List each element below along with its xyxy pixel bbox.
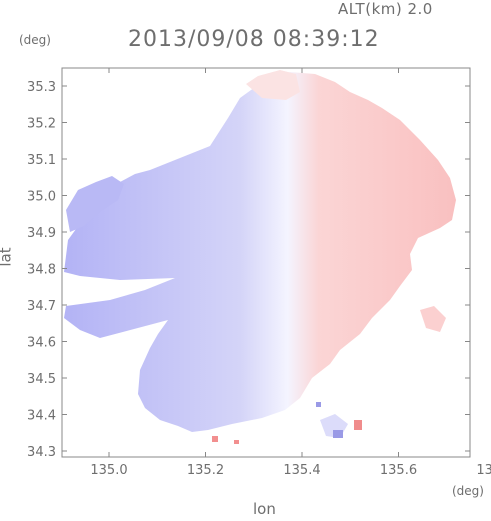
y-tick-label: 34.3: [27, 445, 56, 460]
echo-spot: [234, 440, 239, 444]
y-tick-label: 34.9: [27, 226, 56, 241]
echo-region-main: [64, 72, 456, 432]
x-tick-label: 135.4: [283, 463, 320, 478]
x-axis-label: lon: [253, 500, 276, 518]
timestamp: 2013/09/08 08:39:12: [128, 27, 380, 52]
echo-spot: [333, 430, 343, 438]
x-tick-label: 135.8: [476, 463, 491, 478]
x-unit-label: (deg): [452, 484, 484, 498]
y-unit-label: (deg): [19, 33, 51, 47]
x-tick-label: 135.0: [90, 463, 127, 478]
y-tick-label: 35.0: [27, 190, 56, 205]
echo-spot: [316, 402, 321, 407]
echo-region-west: [66, 176, 124, 232]
plot-frame: [61, 67, 471, 458]
y-tick-label: 35.3: [27, 80, 56, 95]
y-ticks: 35.3 35.2 35.1 35.0 34.9 34.8 34.7 34.6 34.5 34.4…: [27, 80, 470, 460]
echo-region-north: [246, 70, 300, 100]
y-tick-label: 35.1: [27, 153, 56, 168]
echo-field: [64, 70, 456, 444]
y-tick-label: 35.2: [27, 117, 56, 132]
echo-spot: [212, 436, 218, 442]
echo-spot: [354, 420, 362, 430]
y-tick-label: 34.7: [27, 299, 56, 314]
echo-region-east: [420, 306, 446, 332]
y-tick-label: 34.4: [27, 409, 56, 424]
y-tick-label: 34.6: [27, 336, 56, 351]
x-tick-label: 135.6: [380, 463, 417, 478]
x-tick-label: 135.2: [187, 463, 224, 478]
altitude-label: ALT(km) 2.0: [338, 0, 433, 18]
y-tick-label: 34.5: [27, 372, 56, 387]
y-tick-label: 34.8: [27, 263, 56, 278]
